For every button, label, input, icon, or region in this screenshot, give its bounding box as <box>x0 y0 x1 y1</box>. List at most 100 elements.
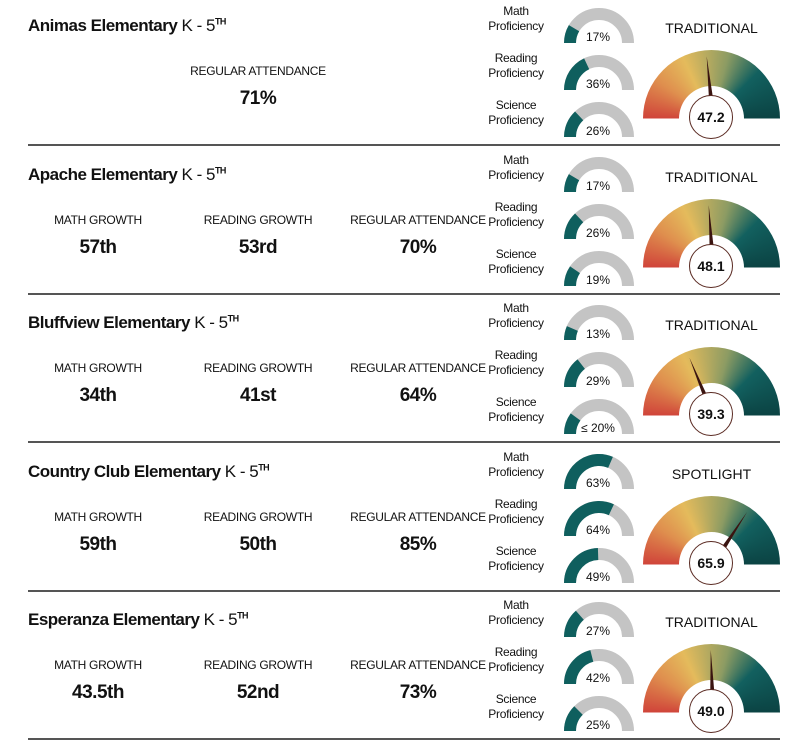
proficiency-gauge: Reading Proficiency 42% <box>488 645 638 691</box>
stat-value: 85% <box>399 533 437 555</box>
arc-fill <box>564 610 585 638</box>
proficiency-arc <box>564 203 634 239</box>
stat-value: 41st <box>239 385 277 406</box>
overall-gauge: TRADITIONAL 39.3 <box>643 295 780 436</box>
stat-value: 43.5th <box>72 682 124 703</box>
proficiency-value: 42% <box>585 671 611 685</box>
rating-label: TRADITIONAL <box>665 317 758 333</box>
grade-range: K - 5 <box>181 164 216 184</box>
school-name: Apache Elementary <box>28 164 178 184</box>
proficiency-gauge: Science Proficiency 19% <box>488 247 638 293</box>
proficiency-value: 49% <box>585 569 611 584</box>
proficiency-arc <box>564 399 634 435</box>
proficiency-label: Science Proficiency <box>488 246 544 276</box>
arc-fill <box>564 453 613 489</box>
overall-gauge: TRADITIONAL 48.1 <box>643 147 780 288</box>
grade-range: K - 5 <box>224 461 259 481</box>
stat-block: READING GROWTH 52nd <box>183 658 333 704</box>
proficiency-value: 19% <box>585 272 611 287</box>
stat-label: MATH GROWTH <box>54 212 142 227</box>
stat-label: REGULAR ATTENDANCE <box>350 658 486 672</box>
stat-label: MATH GROWTH <box>54 509 142 524</box>
stat-value: 52nd <box>236 682 280 703</box>
rating-label: TRADITIONAL <box>665 614 758 630</box>
school-title: Bluffview Elementary K - 5TH <box>28 313 239 333</box>
proficiency-value: 63% <box>585 475 611 490</box>
grade-suffix: TH <box>258 461 270 472</box>
proficiency-arc <box>564 156 634 192</box>
arc-fill <box>564 58 590 91</box>
rating-label: TRADITIONAL <box>665 168 758 185</box>
overall-gauge: TRADITIONAL 49.0 <box>643 592 780 733</box>
proficiency-value: 26% <box>585 225 611 240</box>
school-title: Esperanza Elementary K - 5TH <box>28 610 249 630</box>
proficiency-arc <box>564 602 634 638</box>
proficiency-arc <box>564 250 634 286</box>
proficiency-arc <box>564 102 634 138</box>
arc-fill <box>564 706 583 732</box>
proficiency-gauge: Math Proficiency 27% <box>488 598 638 644</box>
proficiency-value: 36% <box>585 77 611 91</box>
score-value: 39.3 <box>689 392 733 436</box>
school-title: Animas Elementary K - 5TH <box>28 16 226 36</box>
stat-block: REGULAR ATTENDANCE 73% <box>343 658 493 704</box>
stat-block: REGULAR ATTENDANCE 64% <box>343 361 493 407</box>
gauge-arc <box>643 50 780 119</box>
proficiency-label: Reading Proficiency <box>488 51 544 80</box>
score-value: 49.0 <box>689 689 733 733</box>
stat-label: READING GROWTH <box>203 361 313 375</box>
grade-range: K - 5 <box>203 610 238 629</box>
stat-block: MATH GROWTH 34th <box>23 361 173 407</box>
proficiency-arc <box>564 352 634 388</box>
stat-value: 57th <box>79 236 117 258</box>
proficiency-arc <box>564 55 634 91</box>
school-row: Esperanza Elementary K - 5TH MATH GROWTH 4… <box>28 592 780 740</box>
arc-fill <box>564 25 580 44</box>
proficiency-value: 17% <box>585 178 611 193</box>
proficiency-gauge: Science Proficiency 49% <box>488 544 638 590</box>
proficiency-label: Science Proficiency <box>488 692 544 721</box>
grade-suffix: TH <box>237 610 249 621</box>
proficiency-label: Math Proficiency <box>488 4 544 33</box>
rating-label: TRADITIONAL <box>665 20 758 36</box>
proficiency-label: Reading Proficiency <box>488 645 544 674</box>
proficiency-label: Science Proficiency <box>488 395 544 424</box>
stat-block: REGULAR ATTENDANCE 71% <box>183 64 333 110</box>
proficiency-label: Math Proficiency <box>488 301 544 330</box>
proficiency-gauge: Science Proficiency 25% <box>488 692 638 738</box>
proficiency-arc <box>564 649 634 685</box>
stat-block: REGULAR ATTENDANCE 70% <box>343 213 493 259</box>
stat-block: MATH GROWTH 57th <box>23 213 173 259</box>
stat-block: READING GROWTH 53rd <box>183 213 333 259</box>
stat-label: REGULAR ATTENDANCE <box>190 64 326 78</box>
stat-label: REGULAR ATTENDANCE <box>350 361 486 375</box>
arc-fill <box>564 500 614 536</box>
proficiency-value: 26% <box>585 124 611 138</box>
school-title: Country Club Elementary K - 5TH <box>28 461 270 482</box>
stat-value: 73% <box>399 682 437 703</box>
proficiency-arc <box>564 305 634 341</box>
proficiency-value: 64% <box>585 522 611 537</box>
proficiency-label: Reading Proficiency <box>488 348 544 377</box>
stat-value: 53rd <box>238 236 278 258</box>
proficiency-arc <box>564 500 634 536</box>
stat-block: REGULAR ATTENDANCE 85% <box>343 510 493 556</box>
proficiency-gauge: Reading Proficiency 36% <box>488 51 638 97</box>
proficiency-gauge: Math Proficiency 13% <box>488 301 638 347</box>
stat-value: 71% <box>239 88 277 109</box>
arc-fill <box>564 547 599 583</box>
stat-value: 59th <box>79 533 117 555</box>
stat-value: 50th <box>239 533 277 555</box>
grade-suffix: TH <box>214 164 227 175</box>
proficiency-label: Reading Proficiency <box>488 199 544 229</box>
stat-label: REGULAR ATTENDANCE <box>350 509 486 524</box>
school-name: Bluffview Elementary <box>28 313 190 332</box>
school-row: Bluffview Elementary K - 5TH MATH GROWTH 3… <box>28 295 780 443</box>
overall-gauge: SPOTLIGHT 65.9 <box>643 444 780 585</box>
proficiency-gauge: Math Proficiency 17% <box>488 153 638 199</box>
proficiency-arc <box>564 453 634 489</box>
proficiency-gauge: Math Proficiency 63% <box>488 450 638 496</box>
proficiency-gauge: Science Proficiency ≤ 20% <box>488 395 638 441</box>
score-value: 48.1 <box>689 243 733 288</box>
stat-label: MATH GROWTH <box>54 361 142 375</box>
